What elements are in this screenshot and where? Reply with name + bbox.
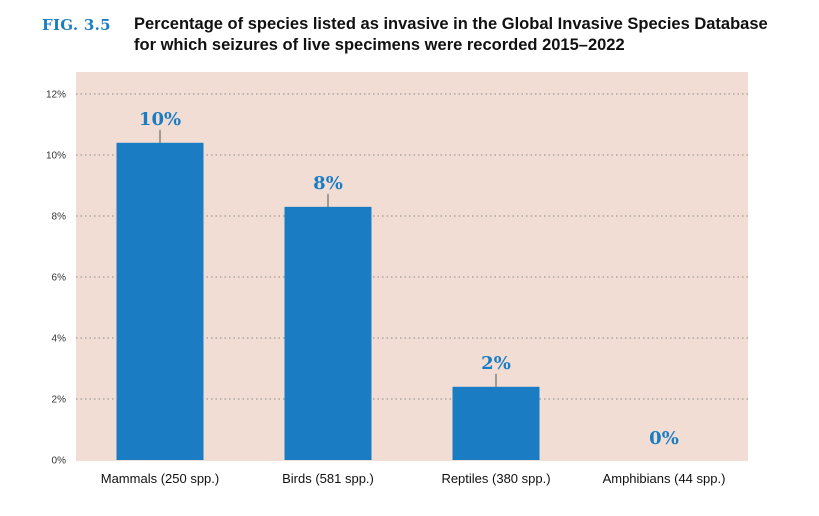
x-category-label: Mammals (250 spp.): [101, 471, 219, 486]
bar: [452, 386, 540, 460]
y-tick-label: 0%: [52, 456, 67, 467]
bar: [116, 142, 204, 461]
data-labels: 10% 8% 2% 0%: [139, 109, 679, 449]
y-tick-label: 2%: [52, 395, 67, 406]
data-label: 0%: [649, 428, 679, 449]
bars: [116, 142, 540, 461]
figure-title: Percentage of species listed as invasive…: [134, 15, 768, 54]
x-axis-categories: Mammals (250 spp.) Birds (581 spp.) Reptil…: [101, 471, 726, 486]
data-label: 8%: [313, 173, 343, 194]
data-label: 10%: [139, 109, 181, 130]
x-category-label: Reptiles (380 spp.): [441, 471, 550, 486]
bar: [284, 206, 372, 460]
y-tick-label: 4%: [52, 334, 67, 345]
y-tick-label: 12%: [46, 90, 66, 101]
x-category-label: Amphibians (44 spp.): [603, 471, 726, 486]
y-axis-ticks: 0% 2% 4% 6% 8% 10% 12%: [46, 90, 66, 467]
y-tick-label: 8%: [52, 212, 67, 223]
y-tick-label: 10%: [46, 151, 66, 162]
figure-label: FIG. 3.5: [42, 16, 111, 34]
x-category-label: Birds (581 spp.): [282, 471, 374, 486]
data-label: 2%: [481, 353, 511, 374]
y-tick-label: 6%: [52, 273, 67, 284]
